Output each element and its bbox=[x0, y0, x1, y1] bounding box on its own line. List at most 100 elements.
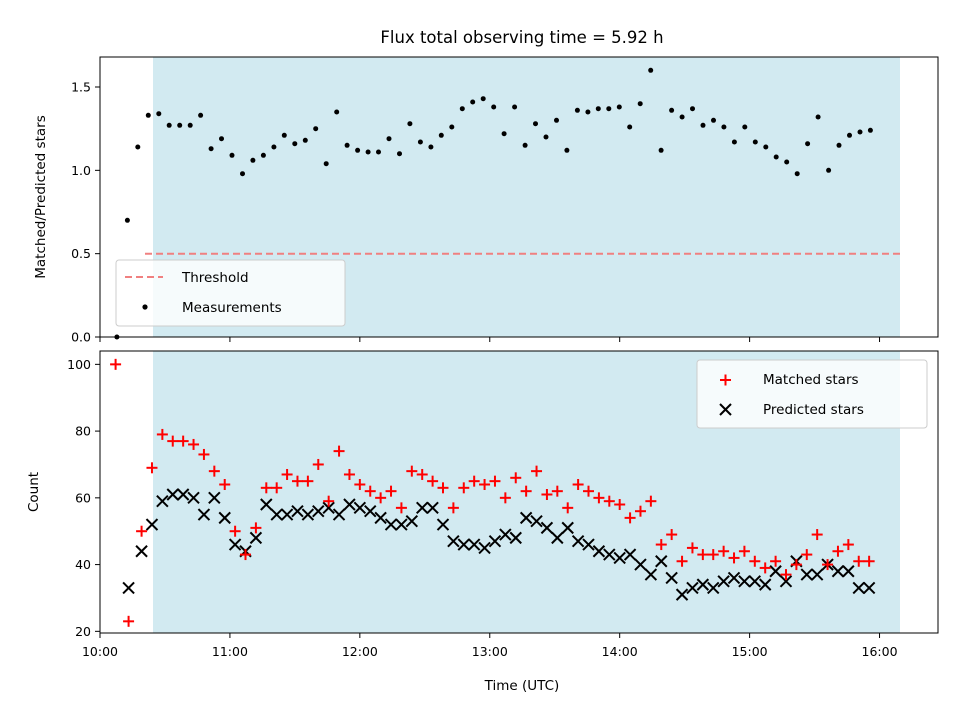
matched-star-point bbox=[271, 482, 283, 494]
predicted-star-point bbox=[748, 575, 762, 588]
measurement-point bbox=[836, 142, 842, 148]
legend-predicted-swatch bbox=[719, 403, 732, 416]
predicted-star-point bbox=[249, 531, 263, 545]
matched-star-point bbox=[177, 435, 189, 447]
top-panel: 0.0 0.5 1.0 1.5 Matched/Predicted stars Thr… bbox=[33, 56, 939, 345]
matched-star-point bbox=[240, 549, 252, 561]
matched-star-point bbox=[364, 485, 376, 497]
predicted-star-point bbox=[135, 545, 148, 558]
predicted-star-point bbox=[655, 555, 668, 568]
measurement-point bbox=[805, 141, 811, 147]
matched-star-point bbox=[458, 482, 470, 494]
predicted-star-point bbox=[509, 531, 522, 545]
measurement-point bbox=[480, 96, 486, 102]
predicted-star-point bbox=[197, 508, 211, 521]
legend-predicted-label: Predicted stars bbox=[763, 402, 864, 418]
measurement-point bbox=[417, 139, 423, 145]
top-y-tick-label: 1.5 bbox=[71, 80, 91, 95]
measurement-point bbox=[512, 104, 518, 110]
matched-star-point bbox=[811, 529, 823, 541]
predicted-star-point bbox=[343, 498, 356, 511]
matched-star-point bbox=[208, 465, 220, 477]
measurement-point bbox=[658, 147, 664, 153]
bottom-y-tick-label: 100 bbox=[67, 357, 91, 372]
measurement-point bbox=[397, 151, 402, 157]
predicted-star-point bbox=[301, 508, 315, 521]
predicted-star-point bbox=[467, 538, 481, 551]
top-legend: Threshold Measurements bbox=[115, 259, 346, 327]
measurement-point bbox=[491, 104, 497, 110]
bottom-panel: 20 40 60 80 100 10:00 11:00 12:00 13:00 14:00 15:… bbox=[26, 350, 939, 694]
measurement-point bbox=[344, 142, 350, 148]
measurement-point bbox=[313, 126, 319, 132]
predicted-star-point bbox=[416, 501, 429, 515]
matched-star-point bbox=[666, 529, 678, 541]
predicted-star-point bbox=[769, 565, 782, 578]
predicted-star-point bbox=[405, 514, 419, 528]
predicted-star-point bbox=[613, 551, 626, 565]
predicted-star-point bbox=[603, 548, 616, 561]
predicted-star-point bbox=[228, 538, 242, 551]
measurement-point bbox=[124, 217, 130, 223]
predicted-star-point bbox=[665, 571, 678, 585]
measurement-point bbox=[648, 67, 654, 73]
top-legend-box bbox=[115, 259, 346, 327]
predicted-star-point bbox=[707, 581, 720, 595]
predicted-star-point bbox=[218, 511, 231, 525]
matched-star-point bbox=[676, 555, 688, 567]
matched-star-point bbox=[697, 549, 709, 561]
measurement-point bbox=[826, 167, 832, 173]
measurement-point bbox=[721, 124, 727, 130]
legend-matched-swatch bbox=[720, 374, 731, 386]
measurement-point bbox=[752, 139, 758, 145]
predicted-star-point bbox=[332, 508, 346, 521]
predicted-star-point bbox=[592, 545, 606, 558]
x-tick-label: 15:00 bbox=[732, 644, 768, 659]
matched-stars-points bbox=[110, 358, 875, 627]
matched-star-point bbox=[146, 462, 158, 474]
predicted-star-point bbox=[208, 491, 221, 505]
measurement-point bbox=[407, 121, 413, 127]
matched-star-point bbox=[136, 525, 148, 537]
measurement-point bbox=[564, 147, 570, 153]
legend-threshold-label: Threshold bbox=[181, 270, 249, 286]
measurement-point bbox=[815, 114, 821, 120]
matched-star-point bbox=[427, 475, 439, 487]
matched-star-point bbox=[738, 545, 750, 557]
matched-star-point bbox=[603, 495, 615, 507]
predicted-star-point bbox=[322, 501, 335, 515]
measurement-point bbox=[731, 139, 737, 145]
predicted-star-point bbox=[852, 581, 865, 595]
x-tick-label: 10:00 bbox=[82, 644, 118, 659]
predicted-star-point bbox=[353, 501, 367, 515]
predicted-star-point bbox=[862, 581, 876, 595]
measurement-point bbox=[690, 106, 695, 112]
predicted-star-point bbox=[561, 521, 574, 535]
matched-star-point bbox=[551, 485, 563, 497]
measurement-point bbox=[543, 134, 549, 140]
matched-star-point bbox=[250, 522, 262, 534]
measurement-point bbox=[522, 142, 528, 148]
matched-star-point bbox=[447, 502, 459, 514]
matched-star-point bbox=[593, 492, 605, 504]
top-y-ticks: 0.0 0.5 1.0 1.5 bbox=[71, 80, 100, 345]
measurement-point bbox=[606, 106, 612, 112]
bottom-y-tick-label: 20 bbox=[75, 624, 91, 639]
matched-star-point bbox=[416, 468, 428, 480]
predicted-star-point bbox=[842, 565, 855, 578]
predicted-star-point bbox=[644, 568, 658, 581]
measurement-point bbox=[554, 117, 559, 123]
measurement-point bbox=[585, 109, 591, 115]
measurement-point bbox=[260, 152, 266, 158]
measurement-point bbox=[281, 132, 287, 138]
predicted-star-point bbox=[457, 538, 470, 551]
matched-star-point bbox=[624, 512, 636, 524]
measurement-point bbox=[323, 161, 329, 167]
matched-star-point bbox=[198, 448, 210, 460]
predicted-star-point bbox=[686, 581, 699, 595]
measurement-points bbox=[114, 67, 873, 340]
predicted-star-point bbox=[727, 571, 741, 585]
x-tick-label: 13:00 bbox=[472, 644, 508, 659]
matched-star-point bbox=[770, 555, 782, 567]
predicted-star-point bbox=[364, 504, 377, 518]
